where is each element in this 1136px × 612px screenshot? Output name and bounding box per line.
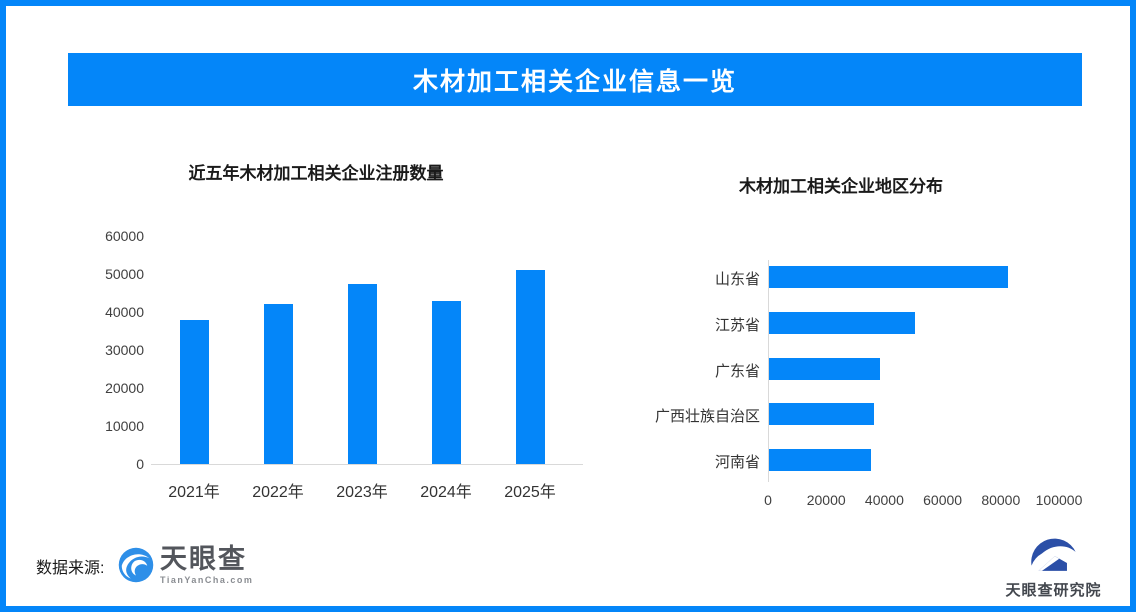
x-axis-category-label: 2021年 bbox=[168, 484, 220, 501]
y-axis-tick-label: 40000 bbox=[105, 304, 144, 320]
bar-2025年 bbox=[515, 270, 545, 464]
institute-mountain-icon bbox=[1028, 538, 1080, 576]
y-axis-tick-label: 50000 bbox=[105, 266, 144, 282]
x-axis-tick-label: 0 bbox=[764, 492, 772, 508]
tianyancha-name: 天眼查 bbox=[160, 544, 247, 574]
registrations-bar-chart: 60000 50000 40000 30000 20000 10000 0 2021年 2022… bbox=[66, 224, 586, 514]
header-banner: 木材加工相关企业信息一览 bbox=[68, 53, 1082, 106]
bar-2023年 bbox=[347, 283, 377, 464]
institute-name: 天眼查研究院 bbox=[1005, 582, 1102, 599]
category-label-江苏省: 江苏省 bbox=[714, 316, 760, 334]
y-axis-line bbox=[768, 260, 769, 482]
y-axis-tick-label: 0 bbox=[136, 456, 144, 472]
y-axis-tick-label: 30000 bbox=[105, 342, 144, 358]
y-axis-tick-label: 60000 bbox=[105, 228, 144, 244]
category-label-河南省: 河南省 bbox=[714, 454, 760, 472]
left-chart-title: 近五年木材加工相关企业注册数量 bbox=[188, 164, 444, 183]
category-label-广西壮族自治区: 广西壮族自治区 bbox=[654, 408, 760, 426]
bar-广西壮族自治区 bbox=[769, 403, 874, 426]
tianyancha-logo: 天眼查 TianYanCha.com bbox=[118, 544, 253, 585]
right-chart-title: 木材加工相关企业地区分布 bbox=[739, 177, 943, 196]
tianyancha-wordmark: 天眼查 TianYanCha.com bbox=[160, 544, 253, 585]
x-axis-tick-label: 60000 bbox=[923, 492, 963, 508]
bar-2021年 bbox=[179, 319, 209, 464]
x-axis-category-label: 2024年 bbox=[420, 484, 472, 501]
x-axis-tick-label: 80000 bbox=[981, 492, 1021, 508]
region-distribution-bar-chart: 山东省江苏省广东省广西壮族自治区河南省 0 20000 40000 60000 80000… bbox=[636, 246, 1126, 516]
page-title: 木材加工相关企业信息一览 bbox=[412, 67, 737, 96]
bar-河南省 bbox=[769, 449, 871, 472]
tianyancha-institute-logo: 天眼查研究院 bbox=[986, 538, 1121, 600]
category-label-广东省: 广东省 bbox=[714, 362, 760, 380]
x-axis-tick-label: 20000 bbox=[806, 492, 846, 508]
x-axis-tick-label: 40000 bbox=[864, 492, 904, 508]
x-axis-category-label: 2023年 bbox=[336, 484, 388, 501]
bar-江苏省 bbox=[769, 311, 915, 334]
data-source-label: 数据来源: bbox=[36, 560, 105, 577]
y-axis-tick-label: 20000 bbox=[105, 380, 144, 396]
x-axis-tick-label: 100000 bbox=[1035, 492, 1083, 508]
bar-2024年 bbox=[431, 300, 461, 464]
x-axis-baseline bbox=[151, 464, 583, 465]
tianyancha-eye-icon bbox=[118, 547, 154, 583]
tianyancha-domain: TianYanCha.com bbox=[160, 575, 254, 585]
bar-2022年 bbox=[263, 304, 293, 464]
category-label-山东省: 山东省 bbox=[714, 271, 760, 288]
bar-山东省 bbox=[769, 266, 1008, 288]
x-axis-category-label: 2025年 bbox=[504, 484, 556, 501]
y-axis-tick-label: 10000 bbox=[105, 418, 144, 434]
bar-广东省 bbox=[769, 357, 880, 380]
x-axis-category-label: 2022年 bbox=[252, 484, 304, 501]
